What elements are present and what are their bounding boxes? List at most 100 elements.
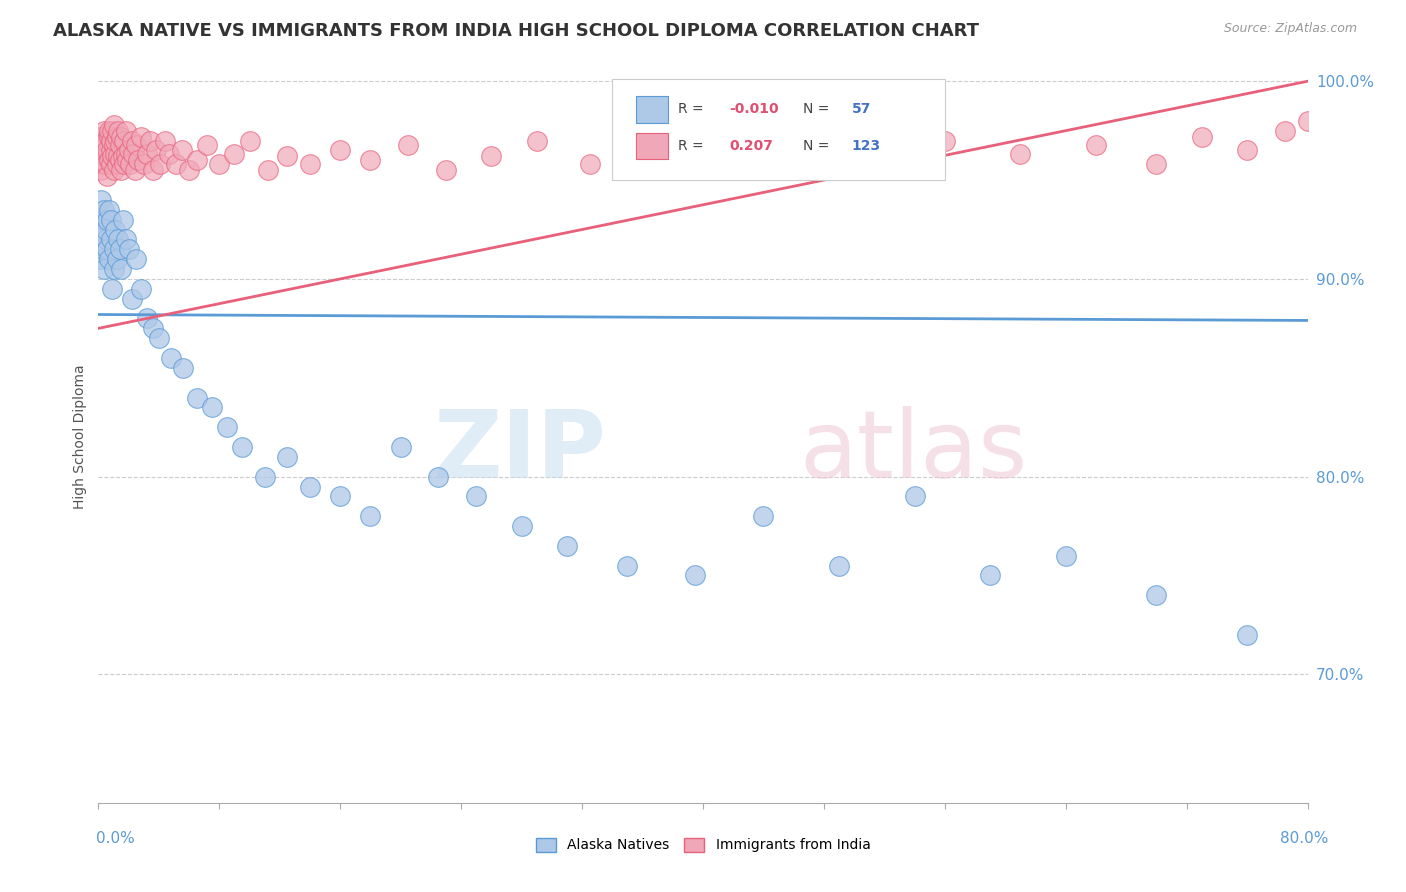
Point	[783, 163, 806, 178]
Point	[208, 157, 231, 171]
Point	[1054, 549, 1077, 563]
Point	[142, 163, 165, 178]
Point	[91, 134, 114, 148]
Point	[100, 212, 122, 227]
Point	[89, 129, 111, 144]
Point	[135, 311, 157, 326]
Point	[101, 282, 124, 296]
Point	[1391, 123, 1406, 137]
Point	[94, 134, 117, 148]
Point	[103, 242, 125, 256]
Point	[114, 123, 136, 137]
Point	[239, 134, 262, 148]
Point	[118, 242, 141, 256]
Point	[112, 134, 135, 148]
Point	[427, 469, 450, 483]
Point	[329, 489, 352, 503]
Point	[578, 157, 600, 171]
Point	[1274, 123, 1296, 137]
Point	[186, 391, 208, 405]
Point	[1396, 134, 1406, 148]
Point	[91, 242, 114, 256]
Point	[108, 153, 131, 168]
Point	[276, 149, 298, 163]
Point	[101, 123, 124, 137]
Point	[1384, 144, 1406, 158]
Point	[89, 222, 111, 236]
Point	[94, 149, 117, 163]
Point	[124, 163, 146, 178]
Point	[224, 147, 246, 161]
Point	[165, 157, 187, 171]
Point	[93, 157, 115, 171]
Point	[110, 129, 132, 144]
Point	[638, 147, 661, 161]
Point	[107, 123, 129, 137]
Text: R =: R =	[678, 103, 707, 116]
Point	[111, 212, 134, 227]
Point	[100, 144, 122, 158]
Point	[253, 469, 276, 483]
Point	[1341, 144, 1364, 158]
Point	[1334, 129, 1357, 144]
Text: 80.0%: 80.0%	[1281, 831, 1329, 847]
Point	[434, 163, 457, 178]
Point	[122, 147, 145, 161]
Point	[685, 568, 707, 582]
Point	[1191, 129, 1213, 144]
Point	[1319, 123, 1341, 137]
Text: Source: ZipAtlas.com: Source: ZipAtlas.com	[1223, 22, 1357, 36]
Point	[105, 252, 128, 267]
Text: 123: 123	[852, 139, 880, 153]
Text: 0.0%: 0.0%	[96, 831, 135, 847]
Point	[103, 137, 125, 152]
Point	[1364, 123, 1386, 137]
Point	[1357, 134, 1379, 148]
Point	[149, 157, 172, 171]
Point	[256, 163, 278, 178]
Point	[148, 331, 170, 345]
Point	[121, 292, 143, 306]
Point	[1379, 129, 1402, 144]
Point	[110, 163, 132, 178]
Text: ZIP: ZIP	[433, 406, 606, 498]
FancyBboxPatch shape	[637, 133, 668, 159]
Point	[752, 509, 775, 524]
Point	[96, 242, 118, 256]
Point	[299, 479, 322, 493]
Point	[94, 157, 117, 171]
Point	[91, 212, 114, 227]
Point	[1010, 147, 1032, 161]
FancyBboxPatch shape	[613, 78, 945, 179]
Point	[160, 351, 183, 365]
Point	[858, 149, 880, 163]
Point	[1144, 588, 1167, 602]
Text: R =: R =	[678, 139, 707, 153]
Point	[94, 232, 117, 246]
Point	[103, 163, 125, 178]
Point	[360, 153, 382, 168]
Point	[510, 519, 533, 533]
Point	[121, 134, 143, 148]
Point	[108, 242, 131, 256]
Point	[125, 137, 148, 152]
Point	[195, 137, 218, 152]
Point	[1236, 144, 1258, 158]
Point	[145, 144, 167, 158]
Point	[172, 360, 194, 375]
Legend: Alaska Natives, Immigrants from India: Alaska Natives, Immigrants from India	[530, 832, 876, 858]
Point	[98, 252, 121, 267]
Point	[101, 149, 124, 163]
Point	[1296, 113, 1319, 128]
Point	[100, 157, 122, 171]
Point	[103, 262, 125, 277]
Point	[389, 440, 412, 454]
Point	[153, 134, 176, 148]
Point	[481, 149, 503, 163]
Point	[103, 118, 125, 132]
Point	[132, 157, 155, 171]
Text: N =: N =	[803, 103, 834, 116]
Text: N =: N =	[803, 139, 834, 153]
Point	[120, 157, 142, 171]
Point	[201, 401, 224, 415]
